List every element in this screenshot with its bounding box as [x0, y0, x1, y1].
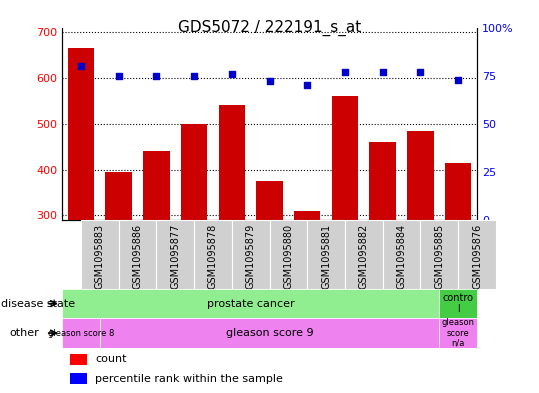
- Text: GSM1095886: GSM1095886: [133, 224, 142, 288]
- Bar: [439, 318, 477, 348]
- Text: prostate cancer: prostate cancer: [207, 299, 294, 309]
- Bar: [106, 172, 132, 353]
- Point: [416, 69, 425, 75]
- Bar: [143, 151, 169, 353]
- Text: gleason score 9: gleason score 9: [226, 328, 313, 338]
- Bar: [445, 163, 471, 353]
- Bar: [181, 124, 207, 353]
- Bar: [62, 318, 100, 348]
- Bar: [420, 220, 458, 289]
- Bar: [156, 220, 194, 289]
- Point: [152, 72, 161, 79]
- Bar: [119, 220, 156, 289]
- Bar: [439, 289, 477, 318]
- Text: disease state: disease state: [1, 299, 75, 309]
- Bar: [307, 220, 345, 289]
- Bar: [70, 354, 87, 365]
- Bar: [407, 130, 433, 353]
- Point: [378, 69, 387, 75]
- Point: [341, 69, 349, 75]
- Bar: [270, 220, 307, 289]
- Point: [114, 72, 123, 79]
- Point: [265, 78, 274, 84]
- Point: [454, 76, 462, 83]
- Text: GSM1095883: GSM1095883: [95, 224, 105, 288]
- Bar: [458, 220, 496, 289]
- Bar: [257, 181, 282, 353]
- Bar: [232, 220, 270, 289]
- Text: gleason
score
n/a: gleason score n/a: [441, 318, 475, 348]
- Text: GSM1095885: GSM1095885: [434, 224, 444, 289]
- Bar: [194, 220, 232, 289]
- Point: [227, 71, 236, 77]
- Bar: [100, 318, 439, 348]
- Bar: [70, 373, 87, 384]
- Bar: [383, 220, 420, 289]
- Bar: [219, 105, 245, 353]
- Text: GSM1095878: GSM1095878: [208, 224, 218, 289]
- Text: GSM1095876: GSM1095876: [472, 224, 482, 289]
- Text: contro
l: contro l: [443, 293, 474, 314]
- Text: GSM1095881: GSM1095881: [321, 224, 331, 288]
- Text: GSM1095880: GSM1095880: [284, 224, 293, 288]
- Text: GDS5072 / 222191_s_at: GDS5072 / 222191_s_at: [178, 20, 361, 36]
- Text: percentile rank within the sample: percentile rank within the sample: [95, 374, 283, 384]
- Text: GSM1095882: GSM1095882: [359, 224, 369, 289]
- Point: [303, 82, 312, 88]
- Text: other: other: [10, 328, 39, 338]
- Text: GSM1095877: GSM1095877: [170, 224, 180, 289]
- Bar: [68, 48, 94, 353]
- Point: [190, 72, 198, 79]
- Bar: [370, 142, 396, 353]
- Text: GSM1095879: GSM1095879: [246, 224, 255, 289]
- Text: gleason score 8: gleason score 8: [47, 329, 114, 338]
- Bar: [81, 220, 119, 289]
- Point: [77, 63, 85, 69]
- Bar: [294, 211, 320, 353]
- Text: count: count: [95, 354, 127, 364]
- Bar: [345, 220, 383, 289]
- Text: GSM1095884: GSM1095884: [397, 224, 406, 288]
- Bar: [332, 96, 358, 353]
